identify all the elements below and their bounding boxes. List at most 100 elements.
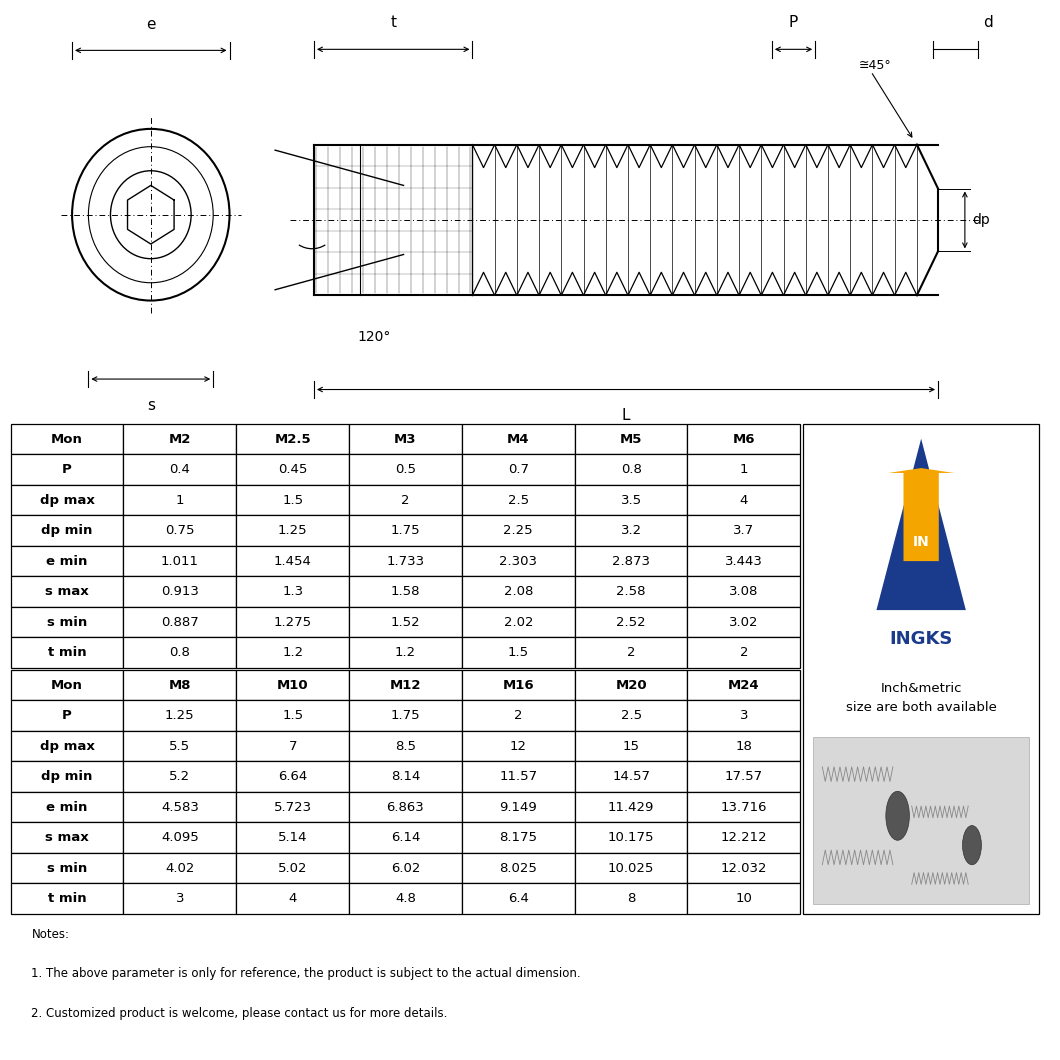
- Bar: [688, 852, 800, 883]
- Text: 1.5: 1.5: [282, 709, 303, 722]
- Bar: [236, 792, 349, 823]
- Bar: [11, 823, 123, 852]
- Bar: [575, 455, 688, 485]
- Bar: [349, 883, 462, 914]
- Text: 3.7: 3.7: [734, 524, 755, 537]
- Text: dp min: dp min: [41, 770, 92, 783]
- Bar: [236, 424, 349, 455]
- Bar: [11, 577, 123, 606]
- Text: 1.275: 1.275: [273, 616, 312, 629]
- Circle shape: [962, 826, 982, 865]
- Bar: [688, 455, 800, 485]
- Text: s max: s max: [46, 585, 89, 598]
- Text: 0.8: 0.8: [170, 646, 190, 659]
- Text: 2: 2: [514, 709, 523, 722]
- Text: INGKS: INGKS: [889, 631, 953, 649]
- Bar: [123, 484, 236, 515]
- Bar: [462, 546, 575, 577]
- Bar: [688, 792, 800, 823]
- Text: 2: 2: [401, 494, 410, 507]
- Text: P: P: [63, 709, 72, 722]
- Text: 13.716: 13.716: [721, 800, 767, 814]
- Bar: [462, 637, 575, 668]
- Text: 0.7: 0.7: [508, 463, 529, 476]
- Bar: [236, 577, 349, 606]
- Bar: [349, 823, 462, 852]
- Bar: [462, 424, 575, 455]
- Text: 1.2: 1.2: [282, 646, 303, 659]
- Text: 5.5: 5.5: [170, 740, 191, 753]
- Text: 2.58: 2.58: [616, 585, 646, 598]
- Bar: [236, 670, 349, 701]
- Bar: [236, 606, 349, 637]
- Text: 4.095: 4.095: [161, 831, 198, 844]
- Text: 4.583: 4.583: [161, 800, 199, 814]
- Text: 1.5: 1.5: [282, 494, 303, 507]
- Text: t: t: [390, 16, 396, 31]
- Bar: [123, 670, 236, 701]
- Bar: [11, 546, 123, 577]
- Text: 1.733: 1.733: [387, 554, 424, 568]
- Bar: [236, 731, 349, 761]
- Bar: [236, 484, 349, 515]
- Text: L: L: [622, 408, 631, 423]
- Text: M2: M2: [169, 432, 191, 446]
- Text: e min: e min: [47, 554, 88, 568]
- Bar: [11, 515, 123, 546]
- Text: 1.25: 1.25: [165, 709, 195, 722]
- Text: s min: s min: [47, 616, 87, 629]
- Text: 10.025: 10.025: [607, 862, 654, 874]
- Bar: [462, 761, 575, 792]
- Text: 12.212: 12.212: [721, 831, 767, 844]
- Text: M20: M20: [615, 678, 647, 692]
- Text: 4.02: 4.02: [165, 862, 194, 874]
- Text: 8: 8: [626, 891, 635, 905]
- Text: 120°: 120°: [358, 330, 391, 343]
- Text: 9.149: 9.149: [499, 800, 537, 814]
- Text: e: e: [146, 17, 156, 32]
- Text: 3.08: 3.08: [729, 585, 759, 598]
- Text: 1.52: 1.52: [391, 616, 420, 629]
- Text: P: P: [789, 16, 798, 31]
- Text: 1.75: 1.75: [391, 709, 420, 722]
- Bar: [462, 455, 575, 485]
- Bar: [575, 546, 688, 577]
- Text: Notes:: Notes:: [32, 928, 69, 940]
- Text: M2.5: M2.5: [275, 432, 311, 446]
- Text: 5.14: 5.14: [278, 831, 307, 844]
- Text: 2.5: 2.5: [508, 494, 529, 507]
- Text: 5.2: 5.2: [170, 770, 191, 783]
- Text: 17.57: 17.57: [725, 770, 763, 783]
- Bar: [462, 883, 575, 914]
- Bar: [688, 546, 800, 577]
- Text: 2.303: 2.303: [499, 554, 537, 568]
- Text: 14.57: 14.57: [612, 770, 650, 783]
- Bar: [688, 637, 800, 668]
- Text: 12.032: 12.032: [721, 862, 767, 874]
- Bar: [349, 546, 462, 577]
- Bar: [236, 761, 349, 792]
- Bar: [688, 823, 800, 852]
- Bar: [349, 670, 462, 701]
- Text: 2: 2: [626, 646, 635, 659]
- Text: 2.5: 2.5: [620, 709, 641, 722]
- Text: 5.723: 5.723: [273, 800, 312, 814]
- Bar: [575, 515, 688, 546]
- Text: dp min: dp min: [41, 524, 92, 537]
- Bar: [123, 701, 236, 731]
- Text: 1.25: 1.25: [278, 524, 307, 537]
- Text: 5.02: 5.02: [278, 862, 307, 874]
- Text: 3.5: 3.5: [620, 494, 641, 507]
- Text: dp: dp: [973, 213, 990, 227]
- Text: 3: 3: [740, 709, 748, 722]
- Text: 1: 1: [740, 463, 748, 476]
- Text: 1.454: 1.454: [273, 554, 312, 568]
- Text: 2: 2: [740, 646, 748, 659]
- Text: 2.873: 2.873: [612, 554, 650, 568]
- Text: 2.08: 2.08: [504, 585, 533, 598]
- Bar: [688, 515, 800, 546]
- Bar: [123, 852, 236, 883]
- Bar: [462, 606, 575, 637]
- Text: 0.8: 0.8: [621, 463, 641, 476]
- Text: 3.443: 3.443: [725, 554, 763, 568]
